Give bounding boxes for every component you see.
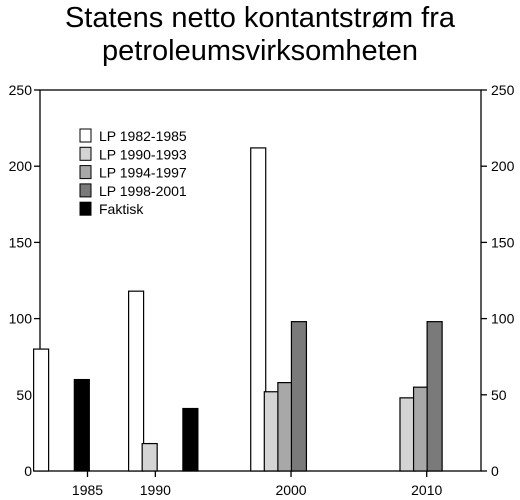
bar-lp-1982-1985 [128,290,145,472]
bar-lp-1990-1993 [263,391,280,472]
legend-swatch [79,128,92,143]
legend-label: LP 1994-1997 [99,165,187,181]
chart-title-line-1: Statens netto kontantstrøm fra [64,2,456,34]
legend-label: LP 1990-1993 [99,146,187,162]
y-tick-label-left: 250 [9,82,33,98]
legend-swatch [79,146,92,161]
x-tick-label: 2010 [411,482,442,498]
chart-title-line-2: petroleumsvirksomheten [102,35,418,67]
legend-swatch [79,201,92,216]
y-tick-label-right: 250 [491,82,515,98]
x-tick-label: 1985 [72,482,103,498]
x-tick-label: 1990 [140,482,171,498]
y-tick-label-right: 150 [491,234,515,250]
bar-lp-1982-1985 [250,147,267,472]
legend-label: LP 1998-2001 [99,183,187,199]
y-tick-label-left: 200 [9,158,33,174]
bar-lp-1990-1993 [399,397,416,472]
legend-label: LP 1982-1985 [99,128,187,144]
y-tick-label-left: 0 [24,463,32,479]
y-tick-label-right: 200 [491,158,515,174]
legend-label: Faktisk [99,201,144,217]
y-tick-label-right: 50 [491,387,507,403]
y-tick-label-left: 100 [9,311,33,327]
bar-lp-1982-1985 [33,348,50,472]
bar-lp-1994-1997 [412,386,430,472]
x-tick-label: 2000 [275,482,306,498]
bar-lp-1998-2001 [290,321,308,472]
legend-swatch [79,183,92,198]
bar-lp-1998-2001 [426,321,443,472]
bar-faktisk [182,407,199,472]
legend-swatch [79,165,92,180]
bar-lp-1994-1997 [277,382,294,472]
y-tick-label-right: 0 [491,463,499,479]
y-tick-label-left: 50 [16,387,32,403]
y-tick-label-right: 100 [491,311,515,327]
y-tick-label-left: 150 [9,234,33,250]
bar-faktisk [73,378,90,472]
bar-lp-1990-1993 [141,442,158,472]
